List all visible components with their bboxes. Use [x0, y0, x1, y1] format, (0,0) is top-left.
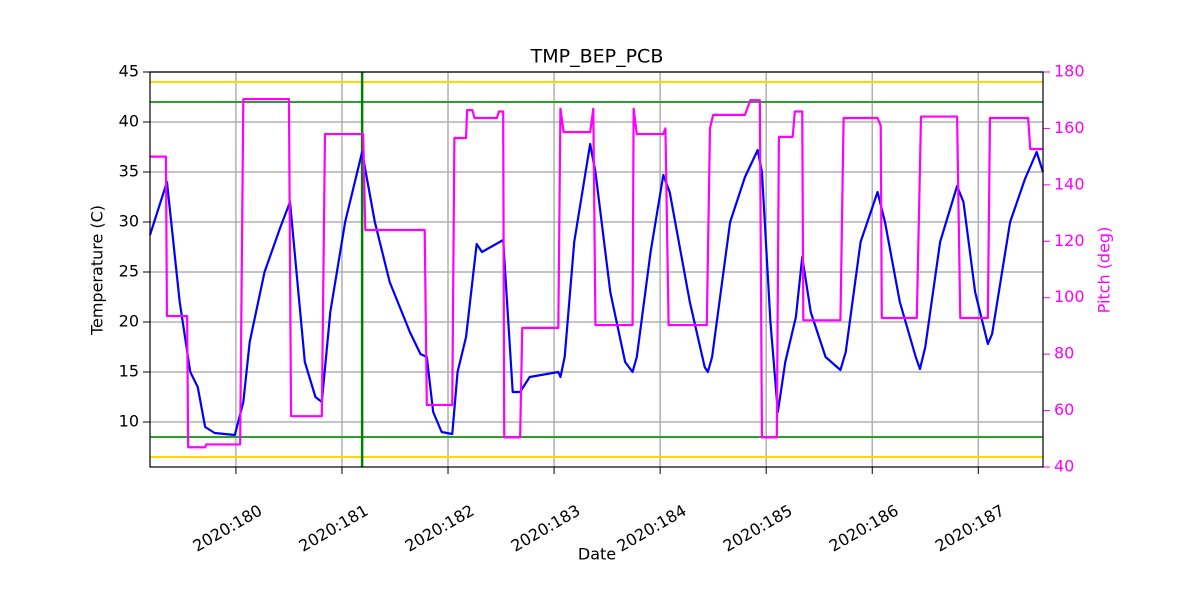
chart-title: TMP_BEP_PCB — [530, 46, 664, 68]
y-tick-label: 20 — [119, 312, 139, 331]
y2-tick-label: 160 — [1054, 118, 1085, 137]
y2-tick-label: 180 — [1054, 62, 1085, 81]
y-tick-label: 45 — [119, 62, 139, 81]
y-tick-label: 30 — [119, 212, 139, 231]
y-tick-label: 25 — [119, 262, 139, 281]
y-tick-label: 35 — [119, 162, 139, 181]
y-tick-label: 40 — [119, 112, 139, 131]
y2-tick-label: 60 — [1054, 400, 1074, 419]
y-axis-label: Temperature (C) — [88, 205, 107, 336]
y2-tick-label: 100 — [1054, 287, 1085, 306]
series-line — [150, 97, 1043, 449]
x-axis-label: Date — [578, 545, 616, 564]
series-line — [148, 142, 1045, 437]
y2-axis-label: Pitch (deg) — [1095, 227, 1114, 314]
y-tick-label: 15 — [119, 362, 139, 381]
y2-tick-label: 40 — [1054, 457, 1074, 476]
y2-tick-label: 80 — [1054, 344, 1074, 363]
plot-frame — [149, 71, 1044, 468]
y2-tick-label: 140 — [1054, 174, 1085, 193]
y-tick-label: 10 — [119, 412, 139, 431]
y2-tick-label: 120 — [1054, 231, 1085, 250]
